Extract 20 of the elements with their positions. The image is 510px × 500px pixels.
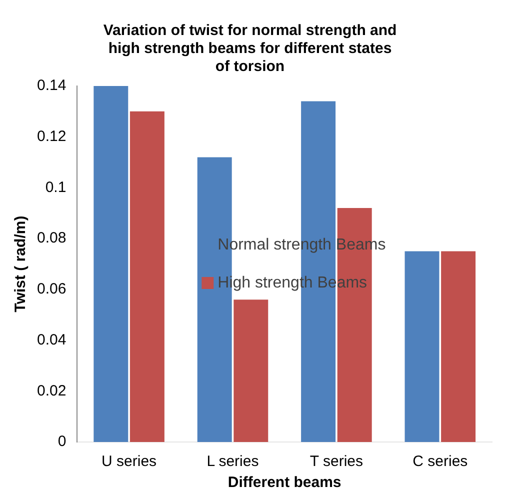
y-tick-label: 0.08 bbox=[36, 230, 66, 247]
y-tick-label: 0.14 bbox=[36, 77, 66, 94]
x-tick-label: C series bbox=[412, 453, 468, 470]
y-tick-label: 0.04 bbox=[36, 331, 66, 348]
chart-title: Variation of twist for normal strength and high strength beams for different states of torsion bbox=[103, 22, 397, 76]
y-tick-label: 0.1 bbox=[45, 178, 66, 196]
x-tick-label: L series bbox=[206, 453, 259, 470]
bar bbox=[234, 300, 268, 442]
bar bbox=[404, 251, 440, 442]
y-tick-label: 0.02 bbox=[36, 382, 66, 400]
x-axis-title: Different beams bbox=[228, 474, 342, 492]
bar bbox=[94, 86, 128, 442]
x-tick-label: U series bbox=[102, 453, 157, 470]
y-tick-label: 0.12 bbox=[36, 128, 66, 145]
y-tick-label: 0 bbox=[58, 433, 66, 450]
y-tick-label: 0.06 bbox=[36, 280, 66, 298]
y-axis-title: Twist ( rad/m) bbox=[12, 216, 30, 312]
bar bbox=[441, 251, 476, 442]
x-tick-label: T series bbox=[310, 453, 363, 470]
bar bbox=[130, 111, 164, 442]
